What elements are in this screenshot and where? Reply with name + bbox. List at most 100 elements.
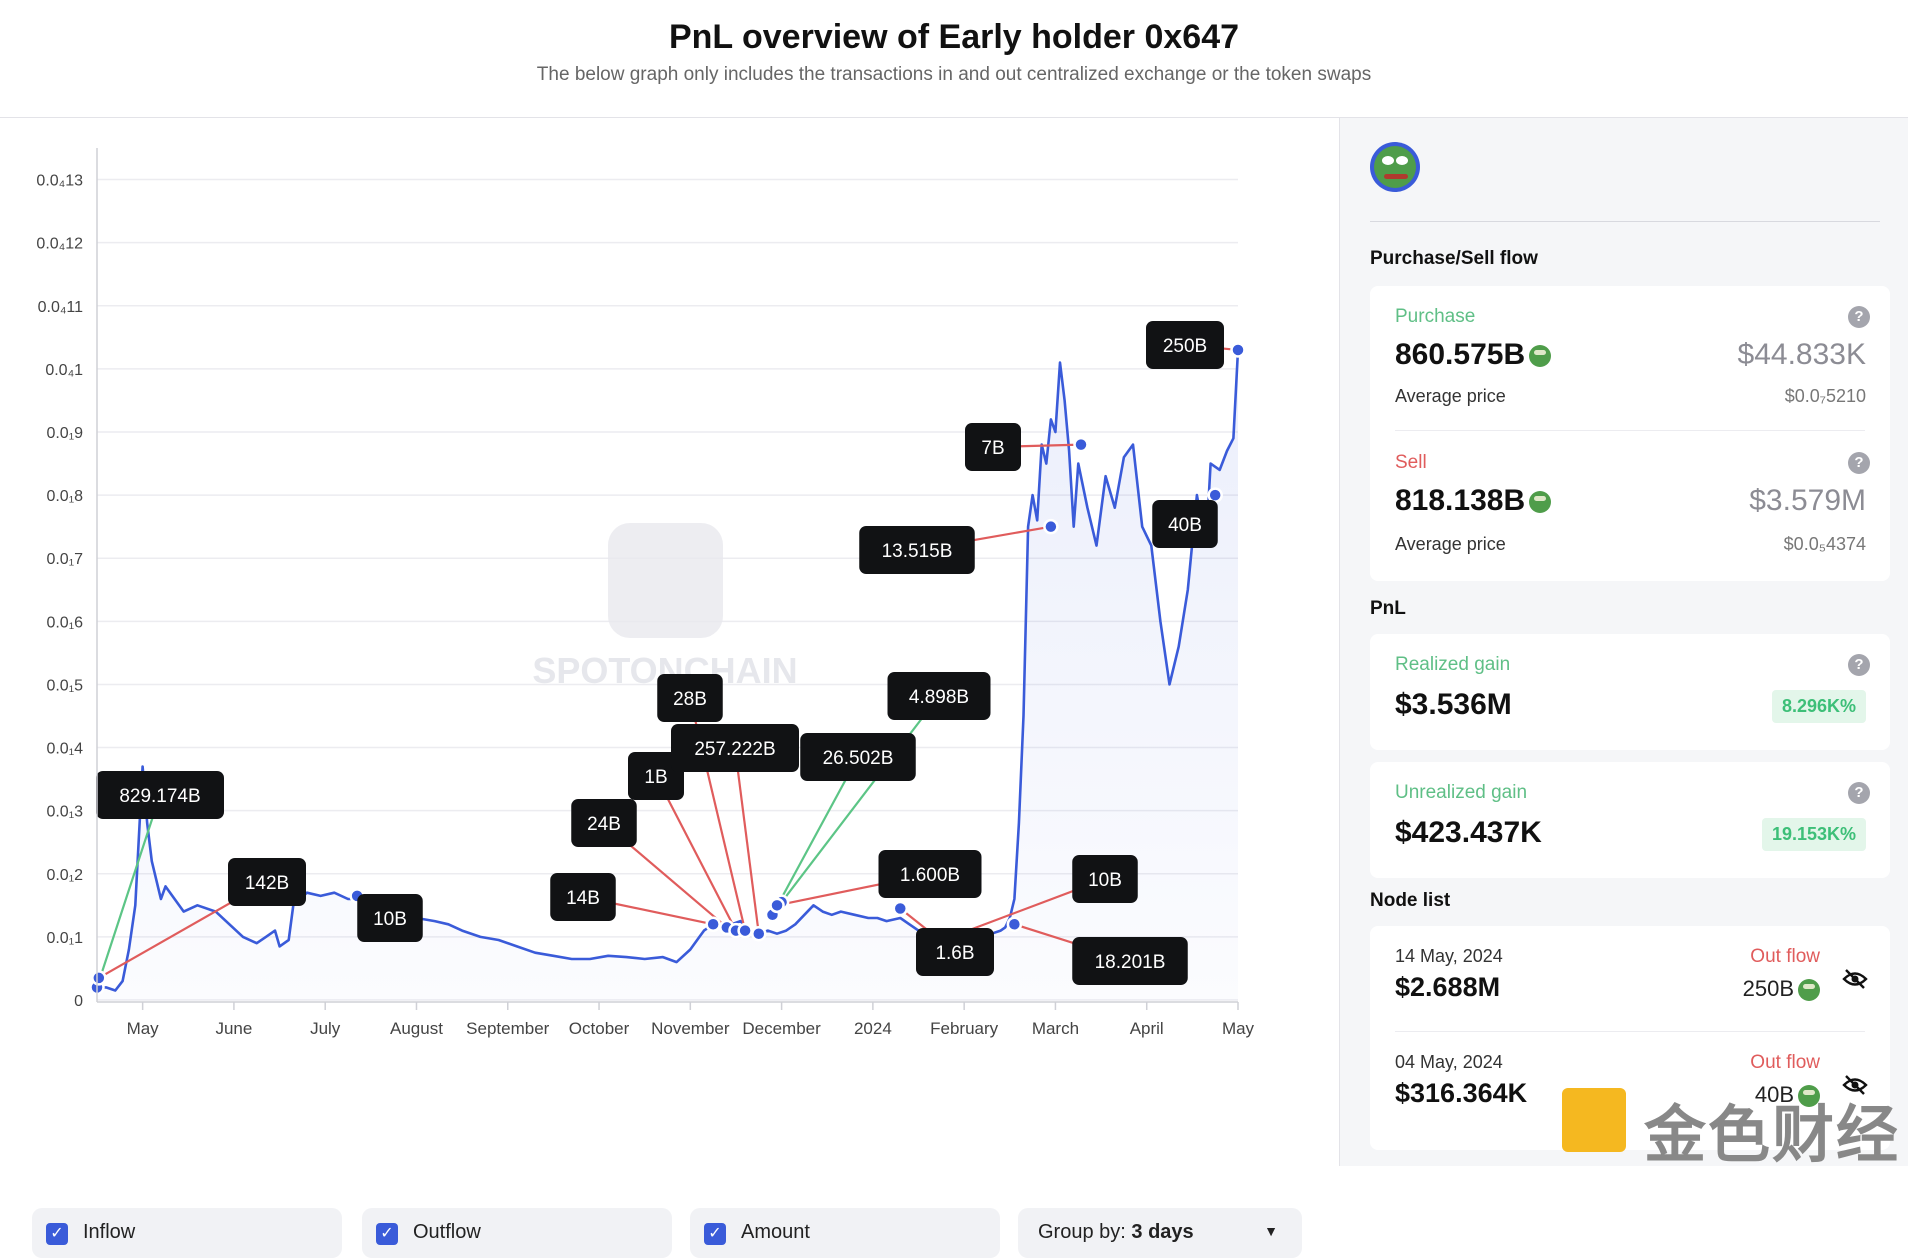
sell-avg-label: Average price [1395, 534, 1506, 554]
annotation-label: 18.201B [1095, 952, 1166, 973]
annotation-box [1152, 500, 1218, 548]
pepe-token-icon [1529, 345, 1552, 368]
pnl-title: PnL [1370, 598, 1406, 619]
annotation-point [1006, 916, 1023, 933]
annotation-label: 13.515B [882, 541, 953, 562]
annotation-box [878, 850, 982, 898]
annotation-box [96, 771, 224, 819]
page-subtitle: The below graph only includes the transa… [536, 64, 1372, 85]
annotation-label: 7B [981, 438, 1004, 459]
purchase-sell-title: Purchase/Sell flow [1370, 248, 1538, 269]
node-amount: 40B [1754, 1082, 1794, 1107]
annotation-point [737, 922, 753, 939]
sell-amount: 818.138B [1395, 484, 1526, 517]
node-list: 14 May, 2024 Out flow $2.688M 250B 04 Ma… [1370, 926, 1890, 1150]
annotation-box [671, 724, 799, 772]
node-item[interactable]: 04 May, 2024 Out flow $316.364K 40B [1370, 1032, 1890, 1138]
node-amount: 250B [1742, 976, 1794, 1001]
group-by-select[interactable]: Group by: 3 days ▼ [1018, 1208, 1302, 1258]
amount-toggle[interactable]: ✓ Amount [690, 1208, 1000, 1258]
annotation-box [1146, 321, 1224, 369]
inflow-checkbox[interactable]: ✓ [46, 1223, 68, 1245]
annotation-box [1072, 855, 1138, 903]
sidebar: Purchase/Sell flow Purchase ? 860.575B $… [1339, 118, 1908, 1166]
unrealized-value: $423.437K [1395, 816, 1542, 849]
annotation-point [751, 925, 767, 942]
group-by-value: 3 days [1131, 1221, 1194, 1243]
realized-gain-card: Realized gain ? $3.536M 8.296K% [1370, 634, 1890, 750]
inflow-label: Inflow [83, 1221, 136, 1243]
unrealized-pct-badge: 19.153K% [1761, 818, 1866, 851]
annotation-box [628, 752, 684, 800]
node-usd: $2.688M [1395, 972, 1501, 1002]
y-tick-label: 0.0₁1 [46, 930, 83, 947]
annotation-box [571, 799, 637, 847]
sidebar-divider [1370, 221, 1880, 222]
annotation-box [228, 858, 306, 906]
y-tick-label: 0.0₁8 [46, 488, 83, 505]
watermark-bottom-text: 金色财经 [1644, 1101, 1901, 1170]
annotation-point [1043, 518, 1059, 535]
sell-amount-row: 818.138B [1395, 484, 1552, 518]
page-title: PnL overview of Early holder 0x647 [668, 18, 1240, 56]
sell-usd: $3.579M [1749, 484, 1866, 517]
purchase-label: Purchase [1395, 306, 1476, 327]
realized-label: Realized gain [1395, 654, 1511, 675]
pepe-token-icon [1798, 979, 1820, 1002]
annotation-leader [95, 794, 162, 988]
y-tick-label: 0.0₄1 [45, 362, 83, 379]
annotation-point [1207, 487, 1223, 503]
x-tick-label: October [569, 1019, 630, 1038]
x-tick-label: May [1222, 1019, 1255, 1038]
card-divider [1395, 430, 1865, 431]
inflow-toggle[interactable]: ✓ Inflow [32, 1208, 342, 1258]
y-tick-label: 0.0₁9 [46, 425, 83, 442]
annotation-box [1072, 937, 1188, 985]
annotation-point [892, 900, 909, 917]
help-icon[interactable]: ? [1848, 782, 1870, 804]
x-tick-label: September [466, 1019, 549, 1038]
node-item[interactable]: 14 May, 2024 Out flow $2.688M 250B [1370, 926, 1890, 1032]
annotation-label: 24B [587, 814, 621, 835]
node-flow: Out flow [1750, 1052, 1820, 1073]
help-icon[interactable]: ? [1848, 654, 1870, 676]
node-flow: Out flow [1750, 946, 1820, 967]
annotation-label: 257.222B [694, 739, 775, 760]
help-icon[interactable]: ? [1848, 306, 1870, 328]
outflow-checkbox[interactable]: ✓ [376, 1223, 398, 1245]
eye-off-icon[interactable] [1842, 1074, 1868, 1102]
annotation-box [550, 873, 616, 921]
annotation-label: 1.600B [900, 865, 960, 886]
annotation-label: 40B [1168, 515, 1202, 536]
annotation-label: 4.898B [909, 687, 969, 708]
token-avatar [1370, 142, 1420, 192]
x-tick-label: June [215, 1019, 252, 1038]
x-tick-label: March [1032, 1019, 1079, 1038]
y-tick-label: 0.0₄11 [38, 299, 83, 316]
x-tick-label: August [390, 1019, 443, 1038]
outflow-label: Outflow [413, 1221, 481, 1243]
purchase-avg-value: $0.0₇5210 [1784, 386, 1866, 406]
annotation-point [1073, 436, 1089, 453]
amount-checkbox[interactable]: ✓ [704, 1223, 726, 1245]
annotation-label: 26.502B [823, 748, 894, 769]
help-icon[interactable]: ? [1848, 452, 1870, 474]
annotation-box [916, 928, 994, 976]
purchase-avg-label: Average price [1395, 386, 1506, 406]
annotation-label: 142B [245, 873, 289, 894]
eye-off-icon[interactable] [1842, 968, 1868, 996]
x-tick-label: July [310, 1019, 341, 1038]
group-by-prefix: Group by: [1038, 1221, 1126, 1243]
annotation-box [859, 526, 975, 574]
price-area [97, 350, 1238, 1000]
annotation-leader [771, 756, 859, 916]
amount-label: Amount [741, 1221, 810, 1243]
annotation-point [705, 916, 721, 933]
annotation-label: 250B [1163, 336, 1207, 357]
x-tick-label: 2024 [854, 1019, 892, 1038]
x-tick-label: December [742, 1019, 821, 1038]
purchase-amount-row: 860.575B [1395, 338, 1552, 372]
node-usd: $316.364K [1395, 1078, 1528, 1108]
outflow-toggle[interactable]: ✓ Outflow [362, 1208, 672, 1258]
annotation-leader [780, 695, 940, 903]
